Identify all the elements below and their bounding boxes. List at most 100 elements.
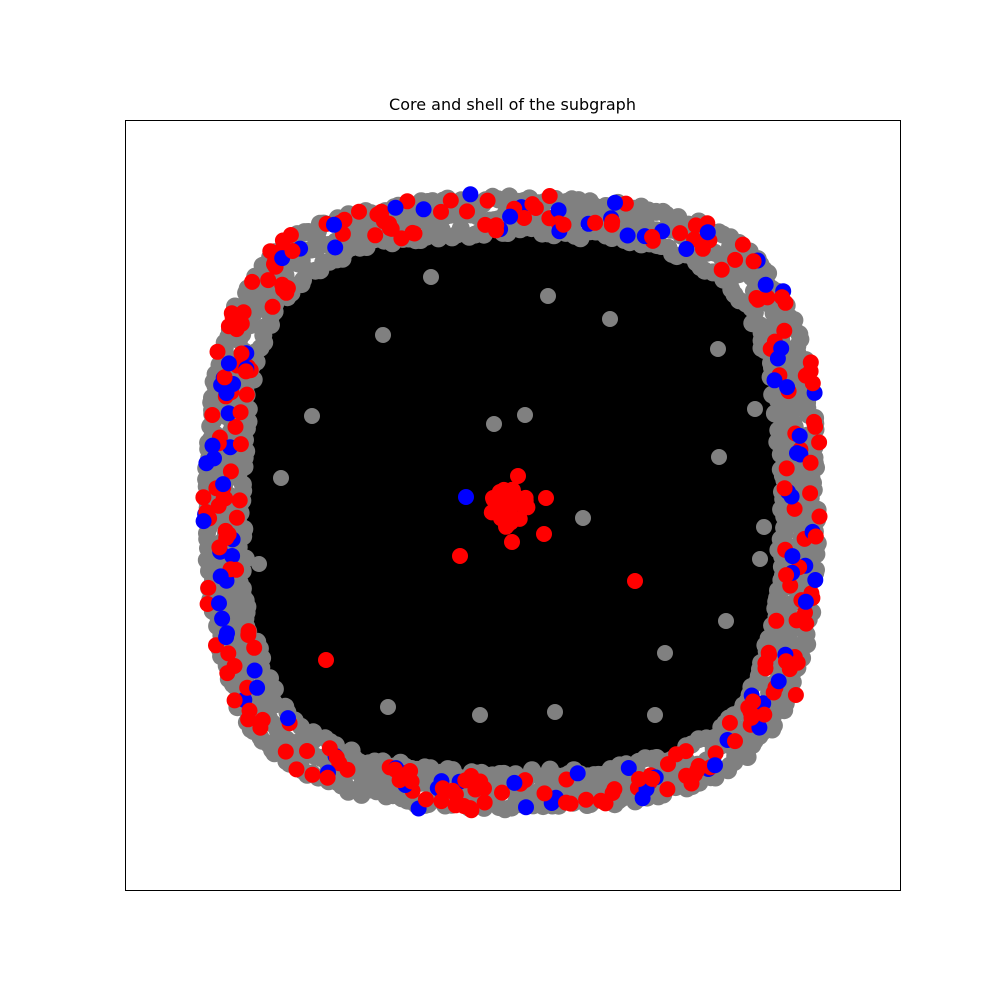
red-node: [644, 229, 661, 245]
red-node: [479, 192, 496, 209]
red-node: [707, 745, 724, 762]
blue-node: [569, 765, 586, 782]
red-node: [209, 343, 226, 360]
red-node: [802, 363, 819, 380]
red-node: [786, 500, 803, 517]
red-node: [777, 294, 794, 311]
blue-node: [620, 760, 637, 776]
red-node: [199, 596, 216, 612]
red-node: [776, 480, 793, 497]
red-node: [802, 485, 819, 502]
blue-node: [770, 673, 787, 690]
blue-node: [518, 799, 534, 816]
red-node: [778, 567, 795, 584]
red-node: [252, 719, 269, 736]
red-node: [463, 802, 480, 819]
blue-node: [198, 455, 215, 472]
shell-node: [540, 288, 556, 304]
red-node: [228, 509, 245, 526]
red-node: [232, 404, 249, 421]
blue-node: [458, 489, 474, 505]
blue-node: [766, 372, 783, 389]
red-node: [224, 309, 241, 326]
red-node: [804, 375, 821, 392]
red-node: [672, 225, 688, 242]
shell-node: [752, 551, 768, 567]
red-node: [288, 761, 305, 778]
red-node: [668, 746, 685, 763]
red-node: [524, 196, 541, 213]
red-node: [381, 215, 398, 232]
red-node: [442, 192, 459, 209]
red-node: [226, 658, 243, 674]
shell-node: [472, 707, 488, 723]
red-node: [713, 261, 730, 278]
red-node: [727, 733, 743, 750]
core-node: [538, 490, 554, 506]
red-node: [811, 508, 828, 525]
blue-node: [789, 445, 805, 462]
blue-node: [215, 476, 232, 493]
highlighted-nodes-layer: [195, 186, 828, 819]
red-node: [304, 766, 321, 783]
red-node: [222, 463, 239, 480]
red-node: [776, 322, 793, 339]
shell-node: [575, 510, 591, 526]
blue-node: [220, 405, 237, 422]
red-node: [727, 251, 744, 268]
blue-node: [779, 379, 796, 396]
red-node: [211, 539, 228, 556]
red-node: [743, 709, 760, 726]
red-node: [204, 407, 221, 423]
red-node: [282, 227, 299, 243]
shell-node: [304, 408, 320, 424]
shell-node: [380, 699, 396, 715]
plot-title: Core and shell of the subgraph: [389, 95, 636, 114]
blue-node: [211, 595, 227, 612]
shell-node: [711, 449, 727, 465]
red-node: [210, 497, 227, 514]
red-node: [217, 522, 234, 539]
shell-node: [602, 311, 618, 327]
red-node: [433, 793, 450, 810]
shell-node: [375, 327, 391, 343]
blue-node: [195, 513, 212, 530]
red-node: [558, 794, 574, 811]
shell-node: [423, 269, 439, 285]
red-node: [476, 794, 493, 811]
red-node: [578, 791, 595, 808]
red-node: [393, 230, 410, 247]
blue-node: [784, 548, 801, 565]
red-node: [241, 702, 258, 719]
shell-node: [273, 470, 289, 486]
blue-node: [415, 201, 432, 218]
red-node: [227, 418, 244, 435]
red-node: [339, 761, 356, 778]
red-node: [807, 418, 824, 435]
blue-node: [220, 355, 237, 372]
red-node: [734, 236, 751, 253]
red-node: [687, 217, 704, 234]
core-node: [485, 490, 501, 506]
core-node: [536, 526, 552, 542]
red-node: [811, 434, 828, 451]
blue-node: [246, 662, 263, 679]
blue-node: [678, 241, 695, 257]
shell-node: [657, 645, 673, 661]
core-node: [510, 468, 526, 484]
red-node: [403, 773, 420, 790]
red-node: [417, 791, 434, 808]
red-node: [231, 492, 248, 509]
red-node: [745, 693, 761, 710]
blue-node: [757, 276, 774, 293]
red-node: [260, 272, 277, 289]
blue-node: [502, 208, 519, 225]
red-node: [216, 369, 233, 386]
red-node: [233, 345, 250, 362]
red-node: [659, 781, 676, 798]
core-node: [627, 573, 643, 589]
core-node: [519, 499, 536, 516]
red-node: [555, 216, 572, 233]
red-node: [284, 243, 301, 259]
